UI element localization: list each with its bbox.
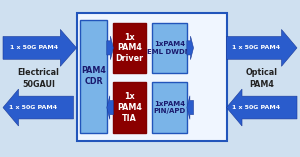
Text: 1xPAM4
PIN/APD: 1xPAM4 PIN/APD <box>154 101 186 114</box>
Text: 1 x 50G PAM4: 1 x 50G PAM4 <box>10 45 58 50</box>
Polygon shape <box>187 36 194 60</box>
Polygon shape <box>226 89 297 126</box>
Polygon shape <box>107 36 113 60</box>
Text: Electrical
50GAUI: Electrical 50GAUI <box>17 68 59 89</box>
Text: PAM4
CDR: PAM4 CDR <box>81 66 106 86</box>
Text: 1xPAM4
EML DWDM: 1xPAM4 EML DWDM <box>147 41 192 54</box>
Polygon shape <box>187 96 194 119</box>
Text: 1x
PAM4
Driver: 1x PAM4 Driver <box>116 33 144 63</box>
Polygon shape <box>226 30 297 66</box>
FancyBboxPatch shape <box>80 20 107 133</box>
Polygon shape <box>3 30 76 66</box>
FancyBboxPatch shape <box>152 82 187 133</box>
Polygon shape <box>107 96 113 119</box>
FancyBboxPatch shape <box>152 23 187 73</box>
Text: 1 x 50G PAM4: 1 x 50G PAM4 <box>8 105 57 110</box>
FancyBboxPatch shape <box>113 82 146 133</box>
Polygon shape <box>3 89 74 126</box>
Text: 1 x 50G PAM4: 1 x 50G PAM4 <box>232 45 280 50</box>
FancyBboxPatch shape <box>113 23 146 73</box>
Text: 1x
PAM4
TIA: 1x PAM4 TIA <box>117 92 142 123</box>
Text: 1 x 50G PAM4: 1 x 50G PAM4 <box>232 105 280 110</box>
Text: Optical
PAM4: Optical PAM4 <box>246 68 278 89</box>
FancyBboxPatch shape <box>76 13 226 141</box>
